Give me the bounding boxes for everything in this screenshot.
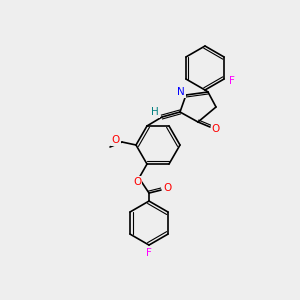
Text: O: O bbox=[112, 135, 120, 145]
Text: N: N bbox=[177, 87, 185, 97]
Text: O: O bbox=[212, 124, 220, 134]
Text: O: O bbox=[133, 177, 141, 187]
Text: O: O bbox=[163, 183, 171, 193]
Text: F: F bbox=[229, 76, 235, 86]
Text: F: F bbox=[146, 248, 152, 258]
Text: H: H bbox=[151, 107, 159, 117]
